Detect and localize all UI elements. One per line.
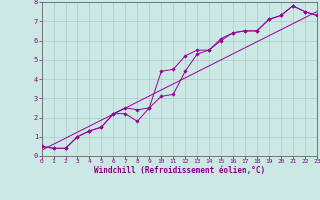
X-axis label: Windchill (Refroidissement éolien,°C): Windchill (Refroidissement éolien,°C)	[94, 166, 265, 175]
